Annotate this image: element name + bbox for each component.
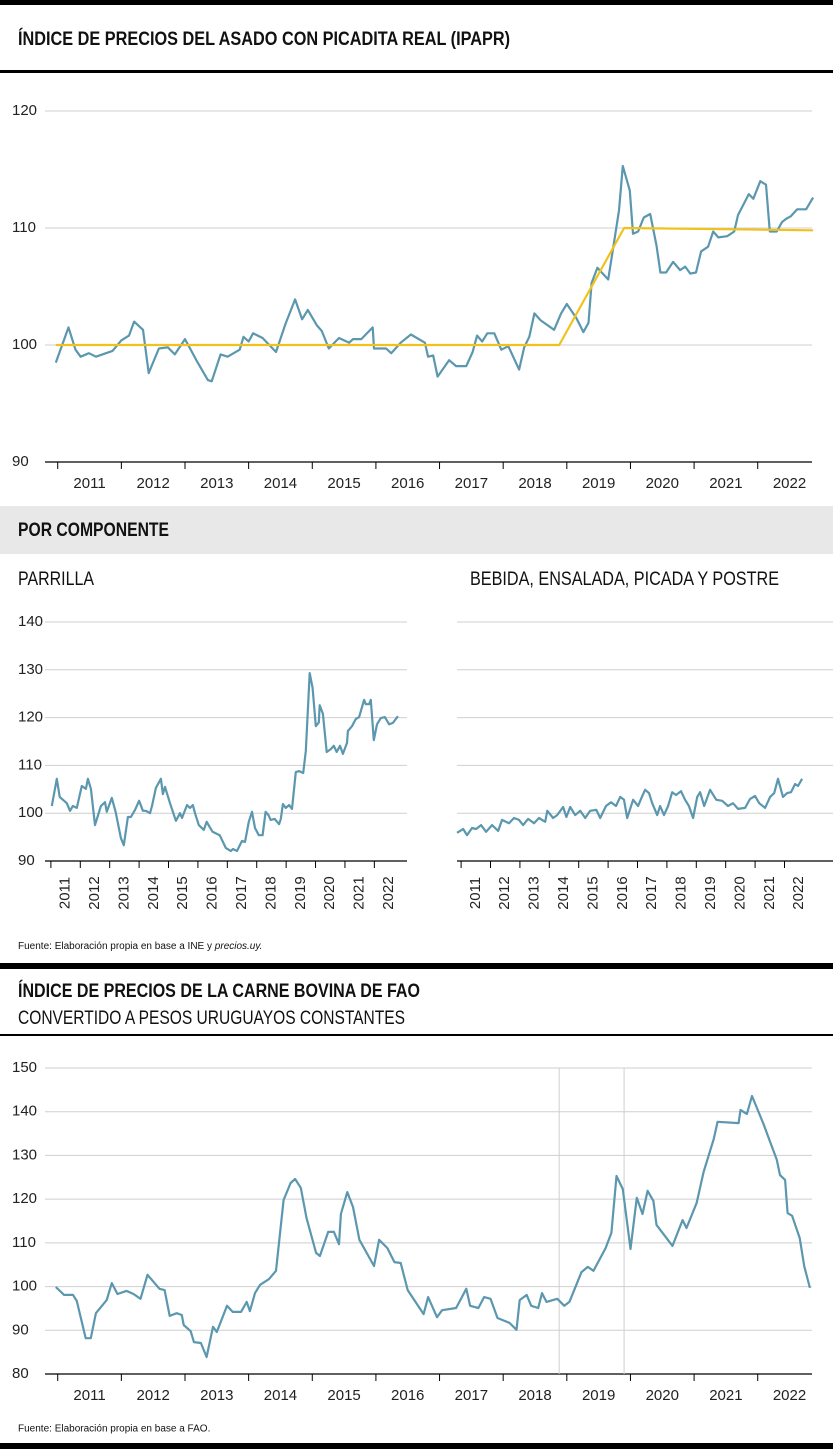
series-line (456, 777, 804, 837)
x-tick-label: 2020 (646, 1387, 679, 1404)
x-tick-label: 2020 (321, 876, 338, 909)
rule (0, 963, 833, 969)
x-tick-label: 2022 (380, 876, 397, 909)
y-tick-label: 120 (12, 1190, 37, 1207)
x-tick-label: 2014 (555, 876, 572, 909)
x-tick-label: 2016 (391, 475, 424, 492)
y-tick-label: 90 (12, 453, 29, 470)
x-tick-label: 2019 (292, 876, 309, 909)
x-tick-label: 2018 (518, 1387, 551, 1404)
x-tick-label: 2020 (646, 475, 679, 492)
x-tick-label: 2021 (709, 475, 742, 492)
x-tick-label: 2015 (174, 876, 191, 909)
x-tick-label: 2018 (673, 876, 690, 909)
x-tick-label: 2013 (526, 876, 543, 909)
y-tick-label: 120 (12, 102, 37, 119)
series-line (55, 1094, 811, 1359)
x-tick-label: 2014 (264, 1387, 297, 1404)
y-tick-label: 110 (12, 219, 36, 236)
chart-title: BEBIDA, ENSALADA, PICADA Y POSTRE (470, 569, 779, 590)
x-tick-label: 2016 (391, 1387, 424, 1404)
x-tick-label: 2011 (57, 877, 74, 909)
source-note: Fuente: Elaboración propia en base a FAO… (18, 1424, 210, 1435)
y-tick-label: 100 (12, 336, 37, 353)
x-tick-label: 2018 (518, 475, 551, 492)
x-tick-label: 2019 (702, 876, 719, 909)
x-tick-label: 2017 (643, 876, 660, 909)
x-tick-label: 2021 (709, 1387, 742, 1404)
x-tick-label: 2015 (327, 475, 360, 492)
chart-title: PARRILLA (18, 569, 94, 590)
x-tick-label: 2017 (455, 1387, 488, 1404)
x-tick-label: 2014 (145, 876, 162, 909)
y-tick-label: 140 (18, 613, 43, 630)
x-tick-label: 2022 (773, 1387, 806, 1404)
y-tick-label: 140 (12, 1103, 37, 1120)
y-tick-label: 110 (18, 756, 42, 773)
x-tick-label: 2022 (790, 876, 807, 909)
section-title: POR COMPONENTE (18, 520, 169, 541)
rule (0, 70, 833, 73)
chart-subtitle: CONVERTIDO A PESOS URUGUAYOS CONSTANTES (18, 1008, 405, 1029)
x-tick-label: 2017 (455, 475, 488, 492)
x-tick-label: 2021 (351, 876, 368, 909)
y-tick-label: 120 (18, 709, 43, 726)
x-tick-label: 2012 (496, 876, 513, 909)
x-tick-label: 2011 (467, 877, 484, 909)
x-tick-label: 2011 (73, 1387, 105, 1404)
y-tick-label: 130 (18, 661, 43, 678)
x-tick-label: 2013 (200, 475, 233, 492)
x-tick-label: 2012 (136, 475, 169, 492)
chart-title: ÍNDICE DE PRECIOS DEL ASADO CON PICADITA… (18, 28, 510, 50)
x-tick-label: 2013 (200, 1387, 233, 1404)
y-tick-label: 100 (12, 1278, 37, 1295)
x-tick-label: 2016 (614, 876, 631, 909)
top-bar (0, 0, 833, 5)
source-note: Fuente: Elaboración propia en base a INE… (18, 941, 262, 952)
chart-title: ÍNDICE DE PRECIOS DE LA CARNE BOVINA DE … (18, 980, 420, 1002)
x-tick-label: 2019 (582, 475, 615, 492)
x-tick-label: 2019 (582, 1387, 615, 1404)
x-tick-label: 2014 (264, 475, 297, 492)
y-tick-label: 90 (12, 1321, 29, 1338)
y-tick-label: 110 (12, 1234, 36, 1251)
x-tick-label: 2011 (73, 475, 105, 492)
series-line (54, 164, 815, 383)
source-link: precios.uy. (214, 941, 263, 952)
x-tick-label: 2018 (262, 876, 279, 909)
series-line (55, 226, 814, 347)
y-tick-label: 130 (12, 1146, 37, 1163)
x-tick-label: 2013 (115, 876, 132, 909)
y-tick-label: 150 (12, 1059, 37, 1076)
y-tick-label: 100 (18, 804, 43, 821)
x-tick-label: 2020 (731, 876, 748, 909)
x-tick-label: 2015 (584, 876, 601, 909)
x-tick-label: 2012 (86, 876, 103, 909)
source-text: Fuente: Elaboración propia en base a INE… (18, 941, 215, 952)
bottom-bar (0, 1443, 833, 1449)
x-tick-label: 2017 (233, 876, 250, 909)
y-tick-label: 90 (18, 852, 35, 869)
y-tick-label: 80 (12, 1365, 29, 1382)
series-line (50, 672, 399, 853)
x-tick-label: 2012 (136, 1387, 169, 1404)
section-bar (0, 506, 833, 554)
x-tick-label: 2015 (327, 1387, 360, 1404)
x-tick-label: 2022 (773, 475, 806, 492)
x-tick-label: 2021 (761, 876, 778, 909)
rule (0, 1034, 833, 1036)
x-tick-label: 2016 (204, 876, 221, 909)
